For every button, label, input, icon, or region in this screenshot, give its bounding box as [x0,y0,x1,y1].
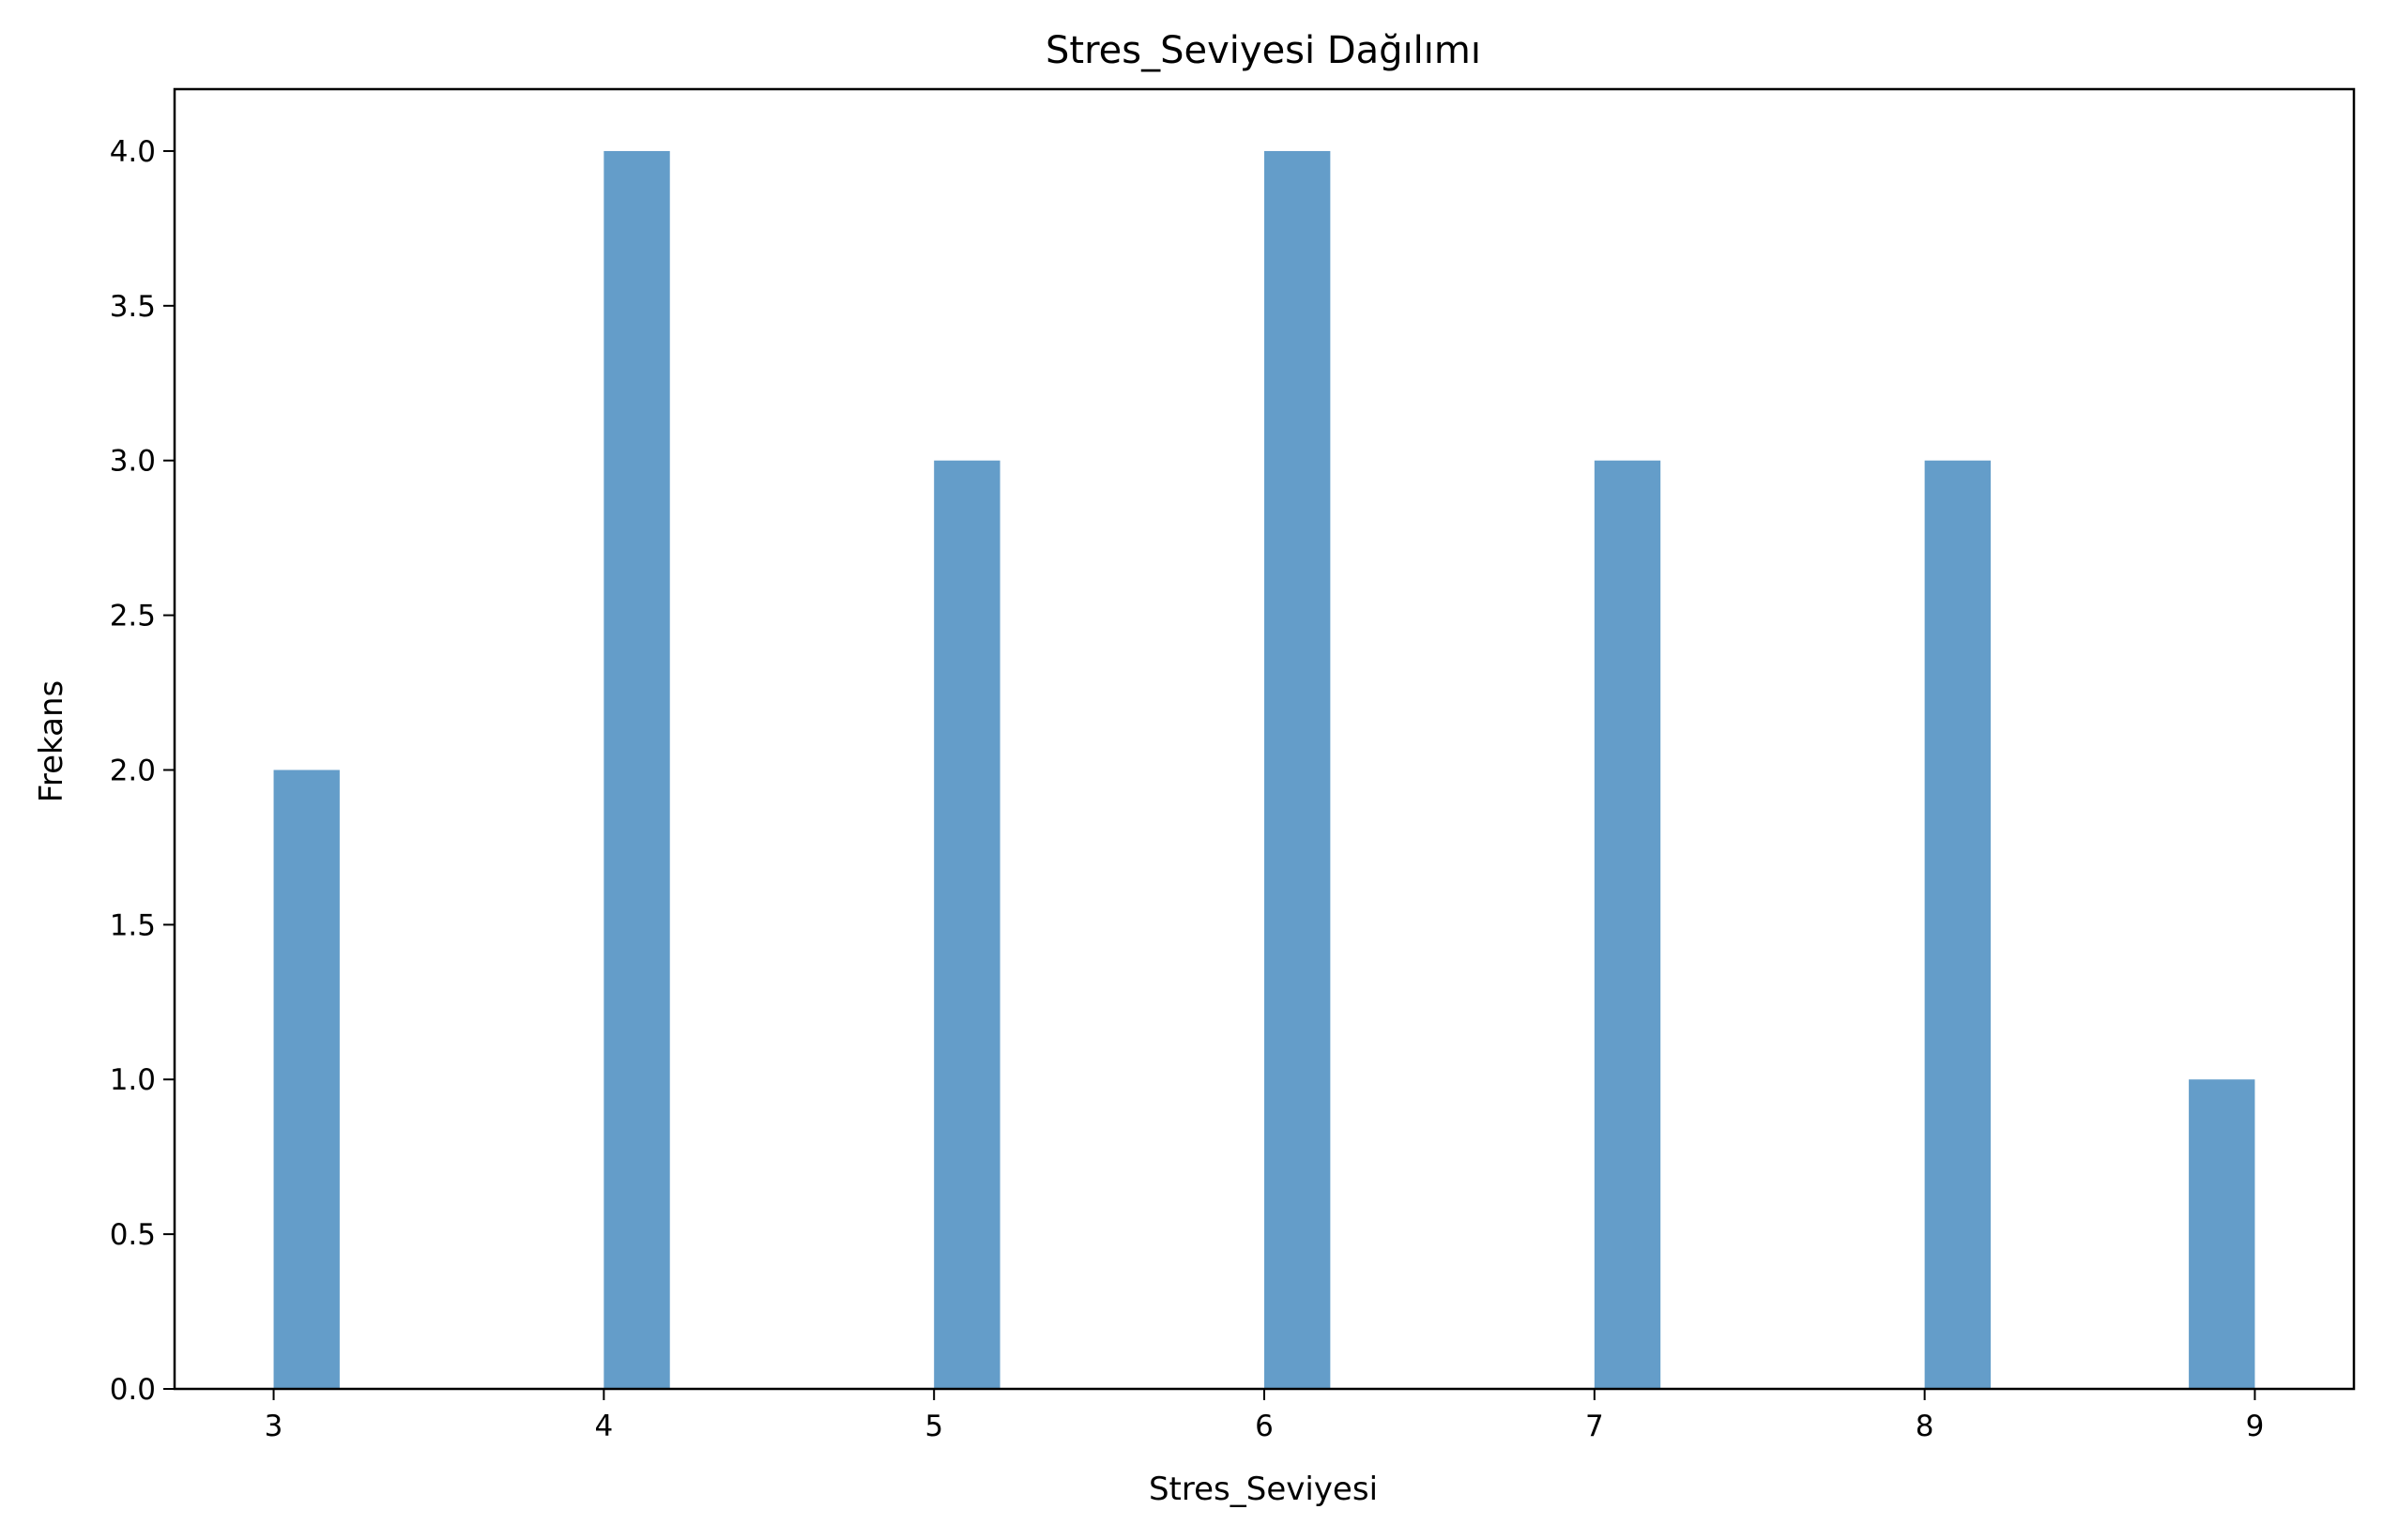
x-tick-label-0: 3 [265,1410,283,1443]
y-tick-label-5: 2.5 [110,600,156,633]
y-tick-label-7: 3.5 [110,290,156,324]
x-tick-label-3: 6 [1255,1410,1274,1443]
y-tick-label-6: 3.0 [110,445,156,479]
y-tick-label-1: 0.5 [110,1218,156,1252]
y-tick-label-2: 1.0 [110,1063,156,1097]
y-tick-label-8: 4.0 [110,135,156,169]
x-axis-ticks: 3 4 5 6 7 8 9 [265,1389,2265,1443]
y-tick-label-4: 2.0 [110,754,156,787]
y-tick-label-0: 0.0 [110,1373,156,1407]
chart-title: Stres_Seviyesi Dağılımı [1046,29,1481,72]
histogram-bar-1 [603,150,670,1389]
histogram-bar-2 [934,460,1001,1389]
y-axis-title: Frekans [33,680,70,802]
x-tick-label-6: 9 [2246,1410,2265,1443]
bars-group [273,150,2255,1389]
histogram-bar-5 [1924,460,1991,1389]
histogram-bar-6 [2189,1079,2255,1389]
x-tick-label-1: 4 [594,1410,613,1443]
y-tick-label-3: 1.5 [110,908,156,942]
y-axis-ticks: 0.0 0.5 1.0 1.5 2.0 2.5 3.0 3.5 4.0 [110,135,175,1407]
x-tick-label-4: 7 [1585,1410,1604,1443]
x-tick-label-2: 5 [924,1410,943,1443]
histogram-bar-3 [1264,150,1331,1389]
x-axis-title: Stres_Seviyesi [1149,1471,1378,1508]
histogram-bar-4 [1594,460,1661,1389]
x-tick-label-5: 8 [1916,1410,1934,1443]
histogram-bar-0 [273,770,340,1389]
